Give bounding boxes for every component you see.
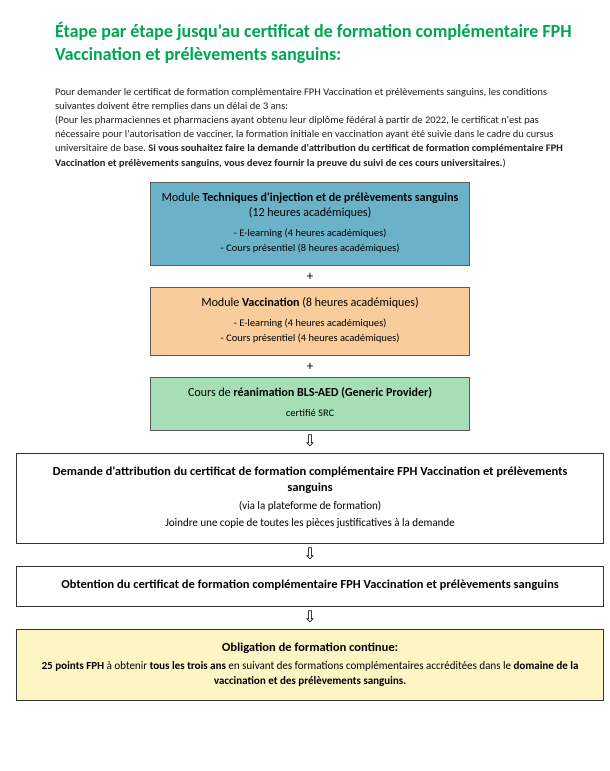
flowchart: Module Techniques d'injection et de prél…: [15, 182, 605, 702]
module-bls-pre: Cours de: [188, 386, 233, 400]
module-vaccination-pre: Module: [201, 296, 242, 310]
module-injection-li2: - Cours présentiel (8 heures académiques…: [161, 241, 459, 256]
box-obligation-l2d: en suivant des formations complémentaire…: [226, 659, 514, 672]
box-demande-title: Demande d'attribution du certificat de f…: [29, 464, 591, 498]
box-demande-sub1: (via la plateforme de formation): [29, 499, 591, 514]
module-vaccination-list: - E-learning (4 heures académiques) - Co…: [161, 316, 459, 345]
plus-connector-2: +: [15, 360, 605, 373]
module-vaccination-bold: Vaccination: [242, 296, 300, 310]
intro-p2c: ): [502, 156, 505, 169]
box-obligation-l2c: tous les trois ans: [150, 659, 226, 672]
module-injection-list: - E-learning (4 heures académiques) - Co…: [161, 226, 459, 255]
box-obtention-title: Obtention du certificat de formation com…: [29, 577, 591, 594]
module-vaccination-post: (8 heures académiques): [300, 296, 419, 310]
box-demande: Demande d'attribution du certificat de f…: [16, 453, 604, 544]
box-obligation-l2a: 25 points FPH: [42, 659, 105, 672]
box-obligation-l2b: à obtenir: [104, 659, 149, 672]
page: Étape par étape jusqu'au certificat de f…: [0, 0, 610, 721]
module-injection-pre: Module: [162, 191, 203, 205]
module-box-injection: Module Techniques d'injection et de prél…: [150, 182, 470, 267]
box-obligation-line1: Obligation de formation continue:: [29, 640, 591, 657]
module-injection-title: Module Techniques d'injection et de prél…: [161, 191, 459, 222]
module-injection-post: (12 heures académiques): [249, 206, 372, 220]
plus-connector: +: [15, 270, 605, 283]
module-vaccination-li2: - Cours présentiel (4 heures académiques…: [161, 331, 459, 346]
module-bls-sub: certifié SRC: [161, 406, 459, 420]
page-title: Étape par étape jusqu'au certificat de f…: [55, 20, 585, 67]
arrow-down-icon: ⇩: [15, 434, 605, 450]
module-vaccination-li1: - E-learning (4 heures académiques): [161, 316, 459, 331]
module-bls-title: Cours de réanimation BLS-AED (Generic Pr…: [161, 386, 459, 402]
module-vaccination-title: Module Vaccination (8 heures académiques…: [161, 296, 459, 312]
arrow-down-icon-3: ⇩: [15, 610, 605, 626]
box-demande-sub2: Joindre une copie de toutes les pièces j…: [29, 516, 591, 531]
box-obtention: Obtention du certificat de formation com…: [16, 566, 604, 607]
arrow-down-icon-2: ⇩: [15, 547, 605, 563]
module-box-bls: Cours de réanimation BLS-AED (Generic Pr…: [150, 377, 470, 430]
module-bls-bold: réanimation BLS-AED (Generic Provider): [233, 386, 432, 400]
box-obligation-line2: 25 points FPH à obtenir tous les trois a…: [29, 659, 591, 689]
module-injection-li1: - E-learning (4 heures académiques): [161, 226, 459, 241]
module-injection-bold: Techniques d'injection et de prélèvement…: [202, 191, 458, 205]
intro-p1: Pour demander le certificat de formation…: [55, 85, 547, 112]
module-box-vaccination: Module Vaccination (8 heures académiques…: [150, 287, 470, 356]
box-obligation: Obligation de formation continue: 25 poi…: [16, 629, 604, 702]
intro-text: Pour demander le certificat de formation…: [55, 85, 585, 170]
